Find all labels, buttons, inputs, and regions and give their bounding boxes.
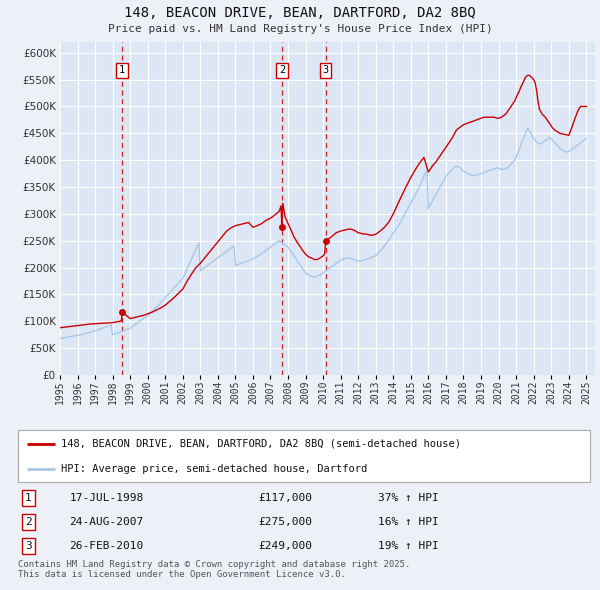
- Text: 148, BEACON DRIVE, BEAN, DARTFORD, DA2 8BQ: 148, BEACON DRIVE, BEAN, DARTFORD, DA2 8…: [124, 6, 476, 20]
- Text: 148, BEACON DRIVE, BEAN, DARTFORD, DA2 8BQ (semi-detached house): 148, BEACON DRIVE, BEAN, DARTFORD, DA2 8…: [61, 438, 461, 448]
- Text: £249,000: £249,000: [258, 541, 312, 550]
- Text: 3: 3: [25, 541, 32, 550]
- Text: 2: 2: [25, 517, 32, 527]
- Text: 19% ↑ HPI: 19% ↑ HPI: [379, 541, 439, 550]
- Text: 26-FEB-2010: 26-FEB-2010: [70, 541, 144, 550]
- Text: £275,000: £275,000: [258, 517, 312, 527]
- Text: 2: 2: [279, 65, 285, 76]
- Text: 37% ↑ HPI: 37% ↑ HPI: [379, 493, 439, 503]
- Text: 24-AUG-2007: 24-AUG-2007: [70, 517, 144, 527]
- Text: Contains HM Land Registry data © Crown copyright and database right 2025.
This d: Contains HM Land Registry data © Crown c…: [18, 560, 410, 579]
- Text: 1: 1: [25, 493, 32, 503]
- Text: £117,000: £117,000: [258, 493, 312, 503]
- Text: HPI: Average price, semi-detached house, Dartford: HPI: Average price, semi-detached house,…: [61, 464, 367, 474]
- Text: 1: 1: [119, 65, 125, 76]
- Text: 17-JUL-1998: 17-JUL-1998: [70, 493, 144, 503]
- Text: 16% ↑ HPI: 16% ↑ HPI: [379, 517, 439, 527]
- Text: 3: 3: [323, 65, 329, 76]
- FancyBboxPatch shape: [18, 430, 590, 482]
- Text: Price paid vs. HM Land Registry's House Price Index (HPI): Price paid vs. HM Land Registry's House …: [107, 24, 493, 34]
